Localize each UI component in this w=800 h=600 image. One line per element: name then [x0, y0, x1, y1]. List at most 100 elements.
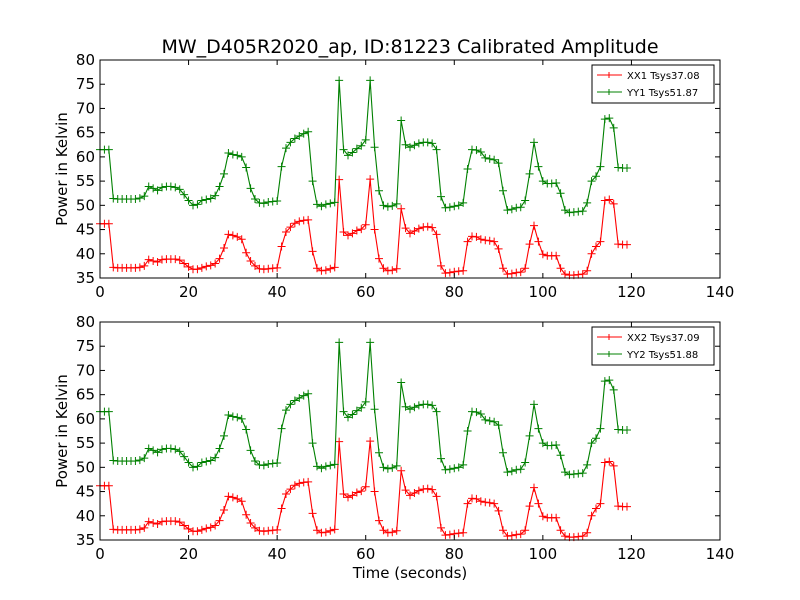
series-yy2	[96, 338, 631, 479]
data-point-marker	[406, 491, 414, 500]
x-tick-label: 120	[617, 283, 646, 301]
data-point-marker	[206, 456, 215, 465]
data-point-marker	[583, 198, 592, 207]
data-point-marker	[282, 406, 290, 415]
data-point-marker	[623, 164, 631, 173]
data-point-marker	[538, 250, 547, 259]
data-point-marker	[149, 446, 158, 455]
y-tick-label: 80	[76, 51, 95, 69]
data-point-marker	[206, 261, 215, 270]
data-point-marker	[583, 528, 592, 537]
data-point-marker	[521, 196, 530, 205]
data-point-marker	[414, 224, 423, 233]
data-point-marker	[609, 385, 618, 394]
data-point-marker	[592, 242, 600, 251]
data-point-marker	[556, 264, 565, 273]
x-tick-label: 100	[529, 545, 558, 563]
data-point-marker	[410, 141, 419, 150]
data-point-marker	[348, 148, 357, 157]
data-point-marker	[295, 132, 304, 141]
data-point-marker	[414, 486, 423, 495]
data-point-marker	[499, 264, 507, 273]
data-point-marker	[379, 463, 388, 472]
data-point-marker	[383, 464, 392, 473]
data-point-marker	[308, 247, 317, 256]
y-tick-label: 40	[76, 245, 95, 263]
data-point-marker	[211, 259, 220, 268]
data-point-marker	[379, 201, 388, 210]
data-point-marker	[414, 139, 423, 148]
data-point-marker	[476, 410, 485, 419]
data-point-marker	[388, 266, 397, 275]
x-tick-label: 80	[445, 545, 464, 563]
data-point-marker	[220, 505, 228, 514]
data-point-marker	[352, 144, 361, 153]
data-point-marker	[361, 397, 370, 406]
data-point-marker	[463, 165, 472, 173]
data-point-marker	[432, 145, 441, 154]
x-tick-label: 40	[268, 545, 287, 563]
x-tick-label: 140	[706, 283, 735, 301]
data-point-marker	[481, 153, 490, 162]
data-point-marker	[410, 489, 419, 498]
data-point-marker	[135, 456, 144, 465]
data-point-marker	[605, 457, 614, 466]
data-point-marker	[202, 262, 211, 271]
data-point-marker	[197, 458, 206, 467]
data-point-marker	[538, 512, 547, 521]
data-point-marker	[361, 135, 370, 144]
data-point-marker	[233, 413, 242, 422]
y-axis-label: Power in Kelvin	[53, 112, 71, 226]
data-point-marker	[180, 190, 189, 199]
data-point-marker	[304, 215, 313, 224]
data-point-marker	[171, 517, 180, 526]
data-point-marker	[233, 232, 242, 241]
data-point-marker	[228, 231, 237, 240]
data-point-marker	[596, 237, 605, 246]
data-point-marker	[286, 485, 295, 494]
x-tick-label: 0	[95, 545, 105, 563]
y-tick-label: 35	[76, 531, 95, 549]
data-point-marker	[379, 526, 388, 535]
data-point-marker	[153, 520, 162, 529]
data-point-marker	[193, 265, 202, 274]
data-point-marker	[437, 261, 445, 270]
data-point-marker	[144, 182, 153, 191]
data-point-marker	[286, 138, 295, 147]
data-point-marker	[330, 460, 339, 469]
data-point-marker	[339, 145, 348, 154]
data-point-marker	[578, 270, 587, 279]
data-point-marker	[175, 185, 184, 194]
data-point-marker	[490, 155, 499, 164]
y-axis-label: Power in Kelvin	[53, 374, 71, 488]
data-point-marker	[259, 199, 268, 208]
data-point-marker	[211, 521, 220, 530]
data-point-marker	[578, 469, 587, 478]
data-point-marker	[445, 465, 454, 474]
legend-box	[591, 326, 715, 366]
data-point-marker	[251, 457, 259, 466]
data-point-marker	[286, 223, 295, 232]
data-point-marker	[534, 162, 543, 171]
data-point-marker	[184, 524, 193, 533]
x-axis-label: Time (seconds)	[352, 564, 468, 582]
legend-marker	[606, 334, 612, 340]
data-point-marker	[189, 463, 197, 472]
data-point-marker	[401, 402, 410, 411]
data-point-marker	[224, 411, 233, 420]
data-point-marker	[507, 269, 516, 278]
data-point-marker	[578, 532, 587, 541]
data-point-marker	[428, 139, 437, 148]
data-point-marker	[224, 492, 233, 501]
data-point-marker	[242, 163, 251, 172]
data-point-marker	[481, 415, 490, 424]
data-point-marker	[592, 504, 600, 513]
x-tick-label: 0	[95, 283, 105, 301]
data-point-marker	[516, 465, 525, 474]
data-point-marker	[242, 425, 251, 434]
data-point-marker	[388, 528, 397, 537]
data-point-marker	[437, 523, 445, 532]
data-point-marker	[401, 486, 410, 495]
data-point-marker	[184, 262, 193, 271]
